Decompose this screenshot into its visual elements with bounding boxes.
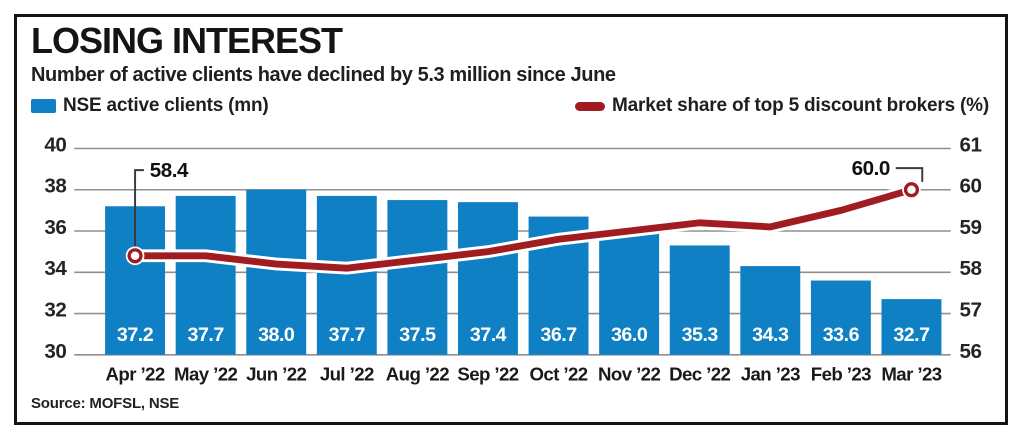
bar-value-label: 37.4 [470,324,507,346]
bar-value-label: 36.7 [540,324,577,346]
bar [246,189,307,355]
bar [669,245,730,355]
annotation-label: 60.0 [852,157,890,180]
left-axis-tick-label: 34 [44,257,67,280]
bar-value-label: 38.0 [258,324,295,346]
x-axis-label: Jan ’23 [741,363,800,384]
bar-value-label: 34.3 [752,324,789,346]
bar [175,195,236,355]
left-axis-tick-label: 32 [44,298,66,321]
right-axis-tick-label: 58 [960,257,982,280]
right-axis-tick-label: 61 [960,133,982,156]
annotation-leader [134,169,144,247]
x-axis-label: Aug ’22 [386,363,449,384]
legend-line-label: Market share of top 5 discount brokers (… [612,95,989,116]
bar [599,231,660,355]
x-axis-label: Oct ’22 [530,363,588,384]
chart-panel: LOSING INTEREST Number of active clients… [14,14,1008,425]
x-axis-label: Feb ’23 [811,363,871,384]
left-axis-tick-label: 40 [44,133,66,156]
left-axis-tick-label: 36 [44,216,66,239]
combo-chart-canvas: 40 38 36 34 32 30 61 60 59 58 57 56 37.2 37.7 38.0 37.7… [44,133,982,384]
bar-value-label: 35.3 [682,324,719,346]
bar [387,200,448,355]
right-axis-tick-label: 57 [960,298,982,321]
data-point-marker [903,182,920,198]
source-note: Source: MOFSL, NSE [31,395,180,413]
bar [458,202,518,355]
x-axis-label: May ’22 [174,363,237,384]
legend-bars-label: NSE active clients (mn) [63,95,269,116]
x-axis-label: Nov ’22 [598,363,660,384]
annotation-leader [895,167,924,182]
bar-value-label: 36.0 [611,324,648,346]
bar [316,195,377,355]
annotation-label: 58.4 [150,159,189,182]
legend-item-line: Market share of top 5 discount brokers (… [575,95,989,117]
bar-value-label: 37.5 [399,324,436,346]
x-axis-label: Dec ’22 [669,363,730,384]
right-axis-tick-label: 59 [960,216,982,239]
bar-value-label: 37.7 [188,324,225,346]
bar-value-label: 37.2 [117,324,154,346]
chart-subtitle: Number of active clients have declined b… [31,64,616,86]
left-axis-tick-label: 30 [44,340,66,363]
right-axis-tick-label: 60 [960,175,982,198]
legend-item-bars: NSE active clients (mn) [31,95,269,117]
x-axis-label: Mar ’23 [881,363,941,384]
x-axis-label: Apr ’22 [106,363,165,384]
right-axis-tick-label: 56 [960,340,982,363]
x-axis-label: Sep ’22 [457,363,518,384]
line-series-swatch-icon [575,101,606,111]
x-axis-label: Jun ’22 [246,363,306,384]
bar-series-swatch-icon [31,99,56,113]
bar [740,266,801,355]
bar-value-label: 37.7 [329,324,366,346]
chart-title: LOSING INTEREST [31,20,343,61]
bar-value-label: 32.7 [893,324,930,346]
bar [810,280,871,355]
legend: NSE active clients (mn) Market share of … [31,93,989,119]
market-share-line [131,186,915,272]
data-point-marker [127,248,143,264]
bar-value-label: 33.6 [823,324,860,346]
x-axis-label: Jul ’22 [320,363,374,384]
left-axis-tick-label: 38 [44,175,66,198]
bar [881,299,942,355]
